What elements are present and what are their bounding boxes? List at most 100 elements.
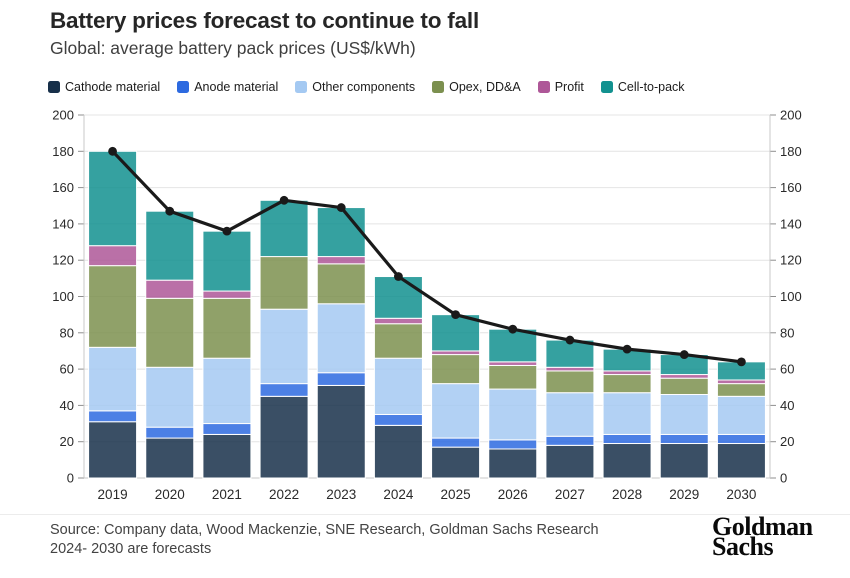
bar-segment — [202, 297, 252, 359]
bar-segment — [373, 357, 423, 415]
bar-segment — [602, 433, 652, 445]
bar-segment — [602, 374, 652, 394]
legend-label: Opex, DD&A — [449, 80, 521, 94]
bar-segment — [316, 207, 366, 258]
bar-segment — [545, 392, 595, 437]
bar-segment — [259, 383, 309, 397]
legend-item: Opex, DD&A — [432, 80, 521, 94]
bar-segment — [488, 388, 538, 441]
bar-segment — [659, 433, 709, 445]
bar-segment — [145, 279, 195, 299]
bar-segment — [602, 392, 652, 435]
legend-label: Profit — [554, 80, 584, 94]
y-axis-label-right: 160 — [780, 180, 802, 195]
x-axis-label: 2027 — [555, 487, 585, 502]
bar-segment — [373, 276, 423, 319]
x-axis-label: 2024 — [383, 487, 414, 502]
bar-segment — [716, 383, 766, 397]
x-axis-label: 2022 — [269, 487, 299, 502]
bar-segment — [145, 426, 195, 439]
total-price-point — [279, 195, 289, 205]
total-price-point — [737, 357, 746, 367]
y-axis-label-left: 160 — [52, 180, 74, 195]
legend-label: Other components — [312, 80, 416, 94]
legend-item: Cathode material — [48, 80, 160, 94]
bar-segment — [145, 210, 195, 281]
bar-segment — [431, 383, 481, 439]
x-axis-label: 2029 — [669, 487, 699, 502]
legend-item: Other components — [295, 80, 415, 94]
x-axis-label: 2028 — [612, 487, 642, 502]
bar-segment — [373, 323, 423, 359]
y-axis-label-left: 200 — [52, 108, 74, 123]
chart-title: Battery prices forecast to continue to f… — [50, 8, 479, 33]
logo-line-2: Sachs — [712, 531, 774, 561]
chart-legend: Cathode material Anode material Other comp… — [48, 80, 685, 94]
bar-segment — [259, 256, 309, 310]
bar-segment — [373, 413, 423, 426]
y-axis-label-left: 20 — [60, 434, 74, 449]
bar-segment — [431, 354, 481, 385]
bar-segment — [488, 364, 538, 390]
y-axis-label-left: 40 — [60, 398, 74, 413]
total-price-point — [336, 203, 346, 212]
legend-item: Cell-to-pack — [600, 80, 685, 94]
bar-segment — [145, 297, 195, 368]
bar-segment — [202, 290, 252, 299]
bar-segment — [316, 372, 366, 386]
legend-swatch — [600, 81, 613, 93]
logo-line-1: Goldman — [712, 512, 813, 541]
bar-segment — [659, 443, 709, 479]
total-price-line — [110, 149, 744, 364]
legend-swatch — [295, 81, 308, 93]
bar-segment — [488, 448, 538, 479]
bar-segment — [259, 308, 309, 385]
total-price-point — [394, 272, 403, 281]
bar-segment — [373, 317, 423, 325]
x-axis-label: 2019 — [98, 487, 128, 502]
bar-segment — [545, 339, 595, 368]
y-axis-label-left: 120 — [52, 253, 74, 268]
bar-segment — [259, 395, 309, 479]
total-price-point — [222, 226, 232, 236]
y-axis-label-left: 0 — [67, 471, 74, 486]
bar-segment — [88, 410, 138, 423]
source-line-1: Source: Company data, Wood Mackenzie, SN… — [50, 522, 599, 538]
x-axis-label: 2030 — [726, 487, 756, 502]
bar-segment — [431, 437, 481, 448]
y-axis-label-left: 80 — [60, 325, 74, 340]
y-axis-label-right: 180 — [780, 144, 802, 159]
x-axis-label: 2026 — [498, 487, 528, 502]
total-price-point — [622, 344, 632, 354]
y-axis-label-right: 0 — [780, 471, 787, 486]
total-price-point — [679, 350, 689, 359]
bar-segment — [316, 263, 366, 305]
bar-segment — [431, 446, 481, 479]
bar-segment — [316, 256, 366, 265]
bar-segment — [88, 245, 138, 267]
bar-segment — [88, 150, 138, 247]
bar-segment — [488, 439, 538, 450]
legend-swatch — [537, 81, 550, 93]
y-axis-label-left: 140 — [52, 216, 74, 231]
bar-segment — [659, 377, 709, 396]
bar-segment — [545, 370, 595, 394]
legend-label: Cell-to-pack — [617, 80, 685, 94]
y-axis-label-right: 80 — [780, 325, 794, 340]
bar-segment — [202, 423, 252, 435]
y-axis-label-right: 200 — [780, 108, 802, 123]
chart-subtitle: Global: average battery pack prices (US$… — [50, 38, 416, 58]
bar-segment — [659, 394, 709, 435]
y-axis-label-left: 100 — [52, 289, 74, 304]
total-price-point — [565, 335, 575, 345]
legend-swatch — [48, 81, 60, 93]
bar-segment — [145, 437, 195, 479]
bar-segment — [145, 366, 195, 428]
bar-segment — [716, 443, 766, 479]
total-price-point — [508, 324, 518, 334]
bar-segment — [431, 350, 481, 356]
bar-segment — [316, 303, 366, 374]
footer-divider — [0, 514, 850, 515]
legend-label: Anode material — [194, 80, 279, 94]
